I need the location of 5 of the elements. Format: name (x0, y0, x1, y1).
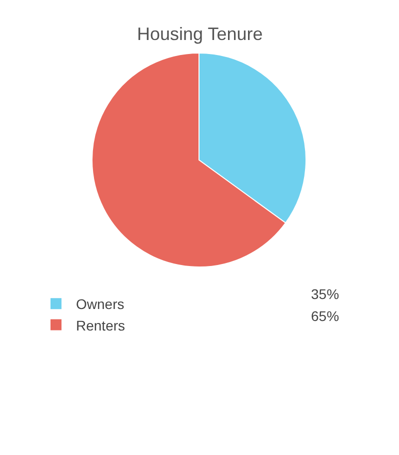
data-label: 35% (311, 286, 340, 302)
chart-title: Housing Tenure (137, 24, 263, 44)
data-label: 65% (311, 308, 340, 324)
legend-label: Owners (76, 296, 124, 312)
legend-label: Renters (76, 317, 126, 334)
